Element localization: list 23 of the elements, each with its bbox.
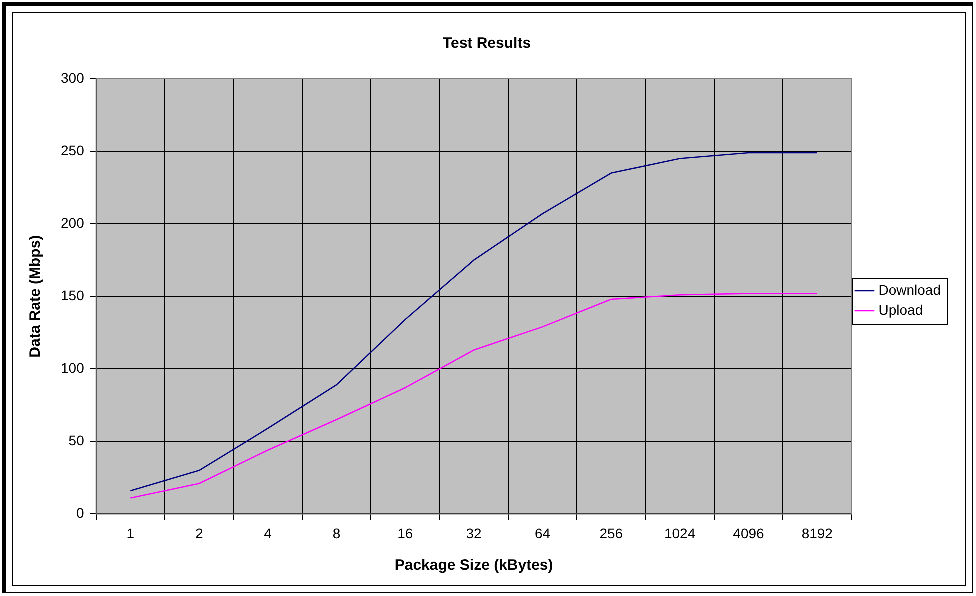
x-tick-label: 32 [466,525,482,542]
legend-label: Download [878,282,942,298]
x-axis-title: Package Size (kBytes) [394,557,554,574]
x-tick-label: 8 [332,525,341,542]
chart-title: Test Results [442,35,532,52]
x-tick-label: 1 [126,525,135,542]
y-tick-label: 250 [61,142,85,158]
y-tick-label: 50 [68,432,85,449]
y-tick-label: 100 [61,360,85,376]
x-tick-label: 256 [600,525,624,542]
y-tick-label: 0 [76,505,85,522]
x-tick-label: 1024 [664,525,696,542]
x-tick-label: 4 [264,525,272,542]
y-tick-label: 200 [61,214,85,231]
y-axis-title: Data Rate (Mbps) [27,235,44,358]
x-tick-label: 4096 [733,525,765,542]
x-tick-label: 64 [534,525,551,542]
x-tick-label: 8192 [802,525,834,542]
x-tick-label: 2 [195,525,204,542]
y-tick-label: 150 [61,287,85,304]
legend-label: Upload [878,302,924,318]
y-tick-label: 300 [61,70,85,86]
x-tick-label: 16 [398,525,414,542]
